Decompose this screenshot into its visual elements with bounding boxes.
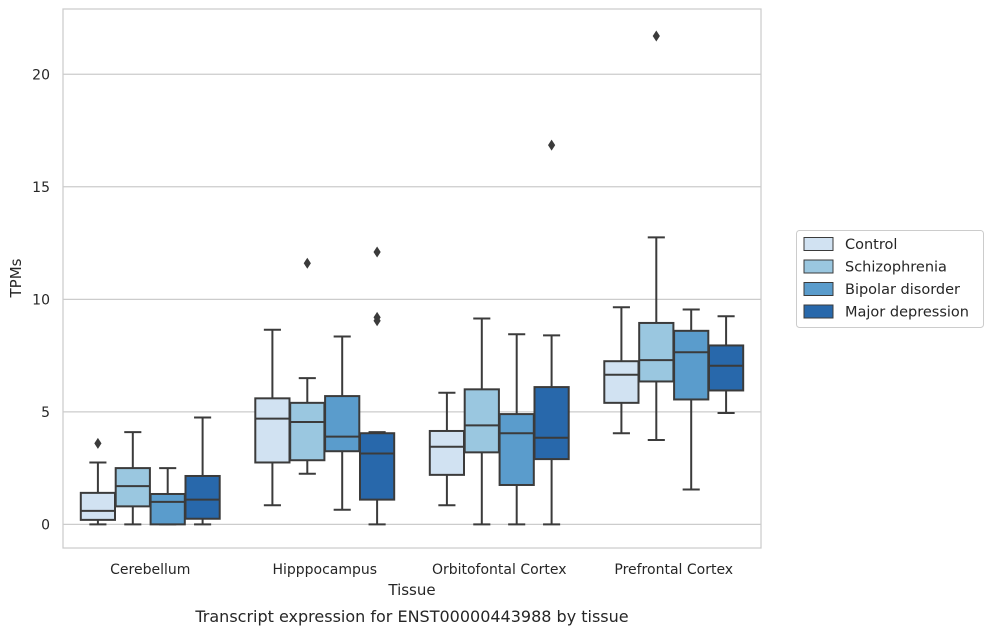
box-body xyxy=(428,429,466,476)
legend-item: Major depression xyxy=(803,304,969,321)
legend-swatch xyxy=(803,259,834,274)
box-body xyxy=(603,360,640,404)
y-tick-label: 0 xyxy=(41,517,50,533)
box xyxy=(463,317,500,526)
legend-label: Control xyxy=(845,237,897,253)
box-body xyxy=(114,467,151,508)
box-body xyxy=(149,492,186,526)
chart-caption: Transcript expression for ENST0000044398… xyxy=(194,607,628,626)
box xyxy=(254,328,291,507)
box xyxy=(184,416,221,526)
box xyxy=(324,335,361,511)
legend-item: Bipolar disorder xyxy=(803,282,960,298)
box xyxy=(289,257,326,475)
box xyxy=(358,246,396,526)
y-axis-label: TPMs xyxy=(7,258,25,298)
y-tick-label: 20 xyxy=(32,67,50,83)
x-axis-ticks: Cerebellum Hipppocampus Orbitofontal Corte… xyxy=(110,562,733,578)
legend: Control Schizophrenia Bipolar disorder Majo… xyxy=(796,230,984,328)
gridlines xyxy=(63,73,761,525)
box xyxy=(498,333,535,526)
box xyxy=(638,30,675,441)
legend-swatch xyxy=(803,237,834,251)
outlier-point xyxy=(373,246,381,258)
box-body xyxy=(673,329,710,401)
legend-swatch xyxy=(803,304,834,319)
box xyxy=(428,391,466,507)
x-tick-label: Hipppocampus xyxy=(272,562,377,578)
y-tick-label: 10 xyxy=(32,292,50,308)
box-body xyxy=(463,388,500,454)
legend-label: Bipolar disorder xyxy=(845,282,960,298)
y-tick-label: 5 xyxy=(41,405,50,421)
box-body xyxy=(638,321,675,383)
box xyxy=(533,139,570,526)
series-major-depression xyxy=(184,139,745,526)
outlier-point xyxy=(94,437,102,449)
box-body xyxy=(289,401,326,462)
legend-label: Major depression xyxy=(845,305,969,321)
x-tick-label: Orbitofontal Cortex xyxy=(432,562,567,578)
outlier-point xyxy=(303,257,311,269)
outlier-point xyxy=(548,139,556,151)
outlier-point xyxy=(373,311,381,323)
x-tick-label: Prefrontal Cortex xyxy=(614,562,733,578)
box-body xyxy=(707,344,745,392)
legend-items: Control Schizophrenia Bipolar disorder Majo… xyxy=(803,237,969,321)
box-body xyxy=(358,432,396,501)
box-series xyxy=(79,30,745,526)
legend-swatch xyxy=(803,282,834,296)
plot-frame xyxy=(62,8,762,549)
box xyxy=(603,306,640,435)
box-body xyxy=(498,413,535,486)
x-tick-label: Cerebellum xyxy=(110,562,190,578)
box xyxy=(707,315,745,414)
series-schizophrenia xyxy=(114,30,675,526)
box-body xyxy=(533,386,570,461)
series-bipolar-disorder xyxy=(149,308,710,526)
outlier-point xyxy=(652,30,660,42)
x-axis-label: Tissue xyxy=(387,581,435,599)
legend-item: Schizophrenia xyxy=(803,259,947,276)
box xyxy=(673,308,710,491)
legend-frame xyxy=(796,230,984,328)
box xyxy=(149,467,186,526)
y-tick-label: 15 xyxy=(32,180,50,196)
box-body xyxy=(254,397,291,464)
box-body xyxy=(79,491,117,521)
legend-item: Control xyxy=(803,237,897,253)
box-body xyxy=(184,474,221,520)
y-axis-ticks: 0 5 10 15 20 xyxy=(32,67,50,533)
box xyxy=(79,437,117,526)
box xyxy=(114,431,151,526)
legend-label: Schizophrenia xyxy=(845,260,947,276)
box-body xyxy=(324,395,361,453)
